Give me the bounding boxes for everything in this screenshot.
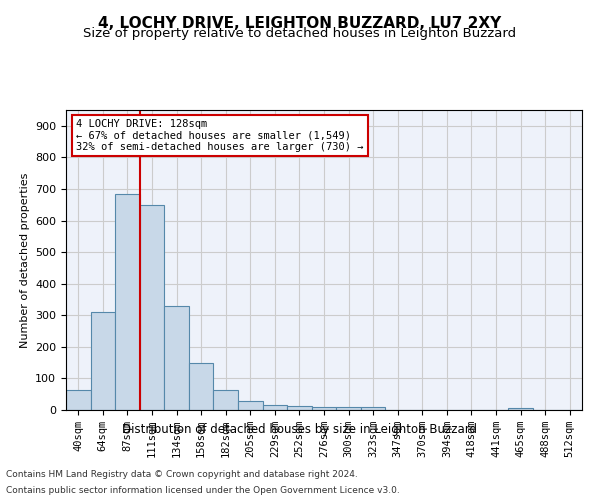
Bar (263, 404, 287, 410)
Bar (214, 390, 238, 410)
Bar (312, 407, 336, 410)
Text: Contains public sector information licensed under the Open Government Licence v3: Contains public sector information licen… (6, 486, 400, 495)
Bar (238, 400, 263, 410)
Bar (287, 406, 312, 410)
Text: 4, LOCHY DRIVE, LEIGHTON BUZZARD, LU7 2XY: 4, LOCHY DRIVE, LEIGHTON BUZZARD, LU7 2X… (98, 16, 502, 31)
Text: Distribution of detached houses by size in Leighton Buzzard: Distribution of detached houses by size … (122, 422, 478, 436)
Bar (508, 408, 533, 410)
Text: Size of property relative to detached houses in Leighton Buzzard: Size of property relative to detached ho… (83, 28, 517, 40)
Bar (361, 408, 385, 410)
Bar (140, 204, 164, 410)
Bar (189, 364, 214, 410)
Text: 4 LOCHY DRIVE: 128sqm
← 67% of detached houses are smaller (1,549)
32% of semi-d: 4 LOCHY DRIVE: 128sqm ← 67% of detached … (76, 119, 364, 152)
Bar (91, 312, 115, 410)
Bar (164, 306, 189, 410)
Bar (115, 194, 140, 410)
Y-axis label: Number of detached properties: Number of detached properties (20, 172, 29, 348)
Bar (336, 407, 361, 410)
Bar (66, 390, 91, 410)
Text: Contains HM Land Registry data © Crown copyright and database right 2024.: Contains HM Land Registry data © Crown c… (6, 470, 358, 479)
